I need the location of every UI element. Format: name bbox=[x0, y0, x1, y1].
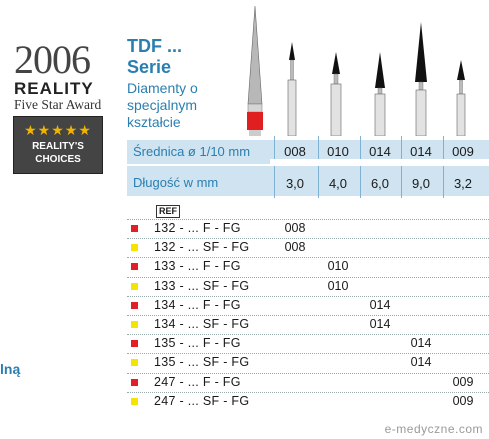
color-square-icon bbox=[131, 321, 138, 328]
color-square-icon bbox=[131, 282, 138, 290]
column-divider bbox=[360, 136, 361, 198]
color-square-icon bbox=[131, 301, 138, 309]
color-square-icon bbox=[131, 225, 138, 232]
row-diameter-value: 010 bbox=[327, 278, 349, 293]
product-code: 135 - ... SF - FG bbox=[154, 355, 250, 370]
color-square-icon bbox=[131, 359, 138, 367]
award-brand: REALITY bbox=[14, 79, 94, 98]
page-title: TDF ... Serie bbox=[127, 36, 182, 77]
row-diameter-value: 014 bbox=[410, 355, 432, 370]
length-value: 4,0 bbox=[328, 176, 348, 191]
product-code: 132 - ... F - FG bbox=[154, 221, 241, 235]
product-code: 134 - ... F - FG bbox=[154, 297, 241, 312]
product-code: 134 - ... SF - FG bbox=[154, 317, 250, 331]
award-badge-text: REALITY'S CHOICES bbox=[32, 141, 84, 165]
page-subtitle: Diamenty o specjalnym kształcie bbox=[127, 80, 198, 130]
column-divider bbox=[318, 136, 319, 198]
row-diameter-value: 014 bbox=[369, 317, 391, 331]
table-row: 132 - ... SF - FG 008 bbox=[127, 238, 489, 257]
diameter-value: 008 bbox=[284, 144, 306, 159]
bur-icon-014-long bbox=[415, 22, 427, 136]
color-square-icon bbox=[131, 378, 138, 386]
bur-icon-008 bbox=[287, 42, 297, 136]
column-divider bbox=[401, 136, 402, 198]
row-diameter-value: 009 bbox=[452, 393, 474, 408]
table-row: 132 - ... F - FG 008 bbox=[127, 219, 489, 238]
length-label: Długość w mm bbox=[133, 175, 219, 190]
table-row: 133 - ... F - FG 010 bbox=[127, 257, 489, 276]
large-bur-icon bbox=[247, 5, 263, 136]
ref-label: REF bbox=[156, 205, 180, 218]
left-text-fragment: lną bbox=[0, 361, 21, 377]
diameter-value: 010 bbox=[327, 144, 349, 159]
table-row: 247 - ... SF - FG 009 bbox=[127, 391, 489, 411]
product-code: 133 - ... SF - FG bbox=[154, 278, 250, 293]
table-row: 135 - ... SF - FG 014 bbox=[127, 353, 489, 372]
length-value: 9,0 bbox=[411, 176, 431, 191]
row-diameter-value: 009 bbox=[452, 374, 474, 389]
product-code: 132 - ... SF - FG bbox=[154, 240, 250, 255]
length-value: 3,0 bbox=[285, 176, 305, 191]
column-divider bbox=[443, 136, 444, 198]
row-diameter-value: 008 bbox=[284, 221, 306, 235]
column-divider bbox=[274, 136, 275, 198]
product-code: 247 - ... F - FG bbox=[154, 374, 241, 389]
bur-icon-010 bbox=[330, 52, 342, 136]
bur-icon-014-short bbox=[374, 52, 386, 136]
length-value: 3,2 bbox=[453, 176, 473, 191]
diameter-label: Średnica ø 1/10 mm bbox=[133, 144, 251, 159]
header-gap bbox=[270, 159, 489, 166]
award-subtitle: Five Star Award bbox=[14, 97, 102, 112]
product-code: 135 - ... F - FG bbox=[154, 336, 241, 351]
row-diameter-value: 008 bbox=[284, 240, 306, 255]
row-diameter-value: 010 bbox=[327, 259, 349, 274]
color-square-icon bbox=[131, 263, 138, 271]
diameter-value: 014 bbox=[410, 144, 432, 159]
length-header-band bbox=[127, 166, 489, 196]
product-code: 133 - ... F - FG bbox=[154, 259, 241, 274]
table-row: 135 - ... F - FG 014 bbox=[127, 334, 489, 353]
table-row: 134 - ... SF - FG 014 bbox=[127, 315, 489, 334]
bur-illustrations bbox=[247, 5, 466, 136]
table-row: 247 - ... F - FG 009 bbox=[127, 372, 489, 392]
length-value: 6,0 bbox=[370, 176, 390, 191]
table-row: 134 - ... F - FG 014 bbox=[127, 295, 489, 315]
color-square-icon bbox=[131, 244, 138, 252]
star-rating-icon: ★★★★★ bbox=[24, 122, 92, 138]
award-badge: ★★★★★ REALITY'S CHOICES bbox=[13, 116, 103, 174]
watermark: e-medyczne.com bbox=[384, 422, 483, 436]
product-code: 247 - ... SF - FG bbox=[154, 393, 250, 408]
row-diameter-value: 014 bbox=[369, 297, 391, 312]
bur-icon-009 bbox=[456, 60, 466, 136]
color-square-icon bbox=[131, 340, 138, 348]
diameter-value: 014 bbox=[369, 144, 391, 159]
table-row: 133 - ... SF - FG 010 bbox=[127, 276, 489, 296]
color-square-icon bbox=[131, 397, 138, 405]
row-diameter-value: 014 bbox=[410, 336, 432, 351]
award-year: 2006 bbox=[14, 37, 91, 82]
diameter-value: 009 bbox=[452, 144, 474, 159]
